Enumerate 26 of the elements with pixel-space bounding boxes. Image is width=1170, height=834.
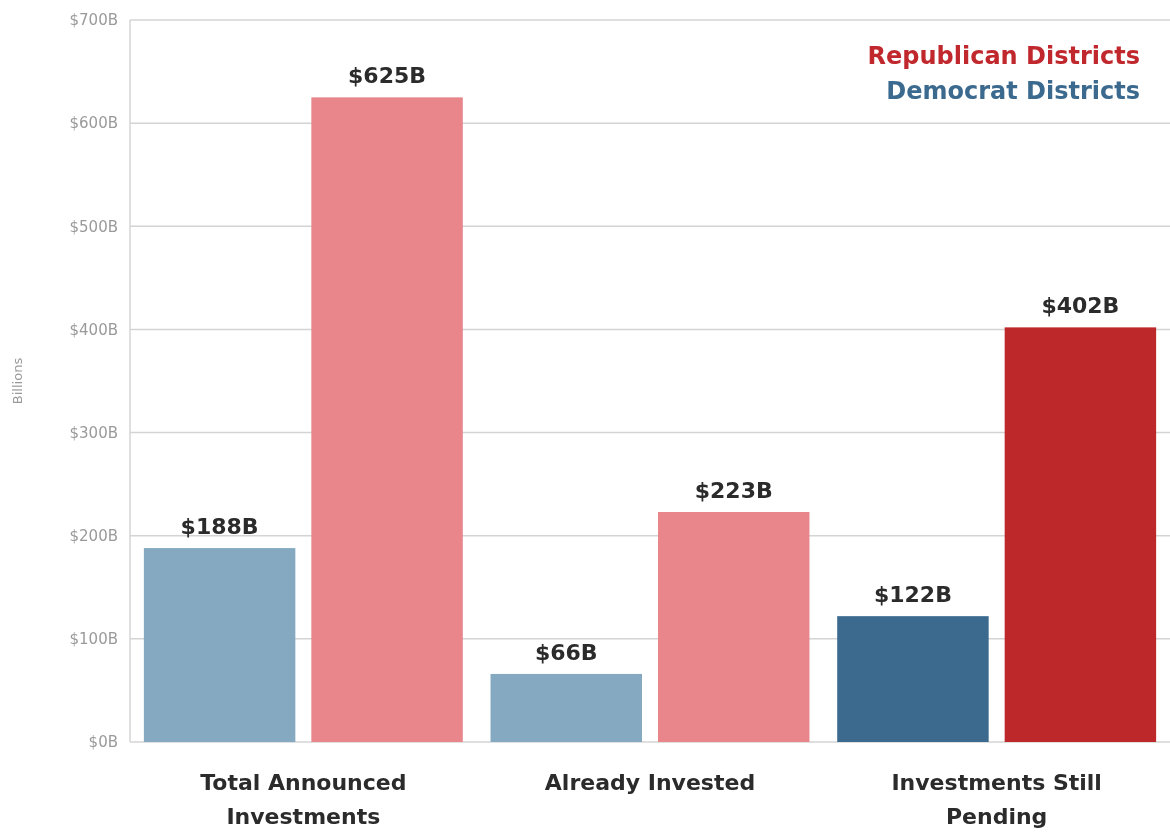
y-tick-label: $600B bbox=[69, 114, 118, 133]
y-tick-label: $0B bbox=[88, 733, 118, 752]
bar bbox=[1004, 327, 1157, 742]
text: $188B bbox=[180, 514, 259, 540]
bar bbox=[490, 673, 642, 742]
y-tick-label: $300B bbox=[69, 423, 118, 442]
y-tick-label: $700B bbox=[69, 11, 118, 30]
y-tick-label: $500B bbox=[69, 217, 118, 236]
text: $402B bbox=[1041, 293, 1120, 319]
x-tick-label: Investments Still Pending bbox=[891, 770, 1102, 829]
text: $625B bbox=[348, 63, 427, 89]
text: $223B bbox=[694, 477, 773, 503]
text: Republican Districts bbox=[867, 42, 1140, 70]
x-tick-label: Already Invested bbox=[544, 770, 756, 795]
bar bbox=[311, 97, 463, 742]
text: $66B bbox=[534, 639, 598, 665]
y-tick-label: $100B bbox=[69, 630, 118, 649]
bar bbox=[658, 511, 810, 742]
x-tick-label: Total Announced Investments bbox=[200, 770, 407, 829]
bar bbox=[837, 616, 989, 742]
y-tick-label: $400B bbox=[69, 320, 118, 339]
y-tick-label: $200B bbox=[69, 526, 118, 545]
bar bbox=[143, 548, 296, 742]
y-axis-title: Billions bbox=[10, 357, 25, 405]
text: $122B bbox=[873, 582, 952, 608]
text: Democrat Districts bbox=[886, 77, 1140, 105]
